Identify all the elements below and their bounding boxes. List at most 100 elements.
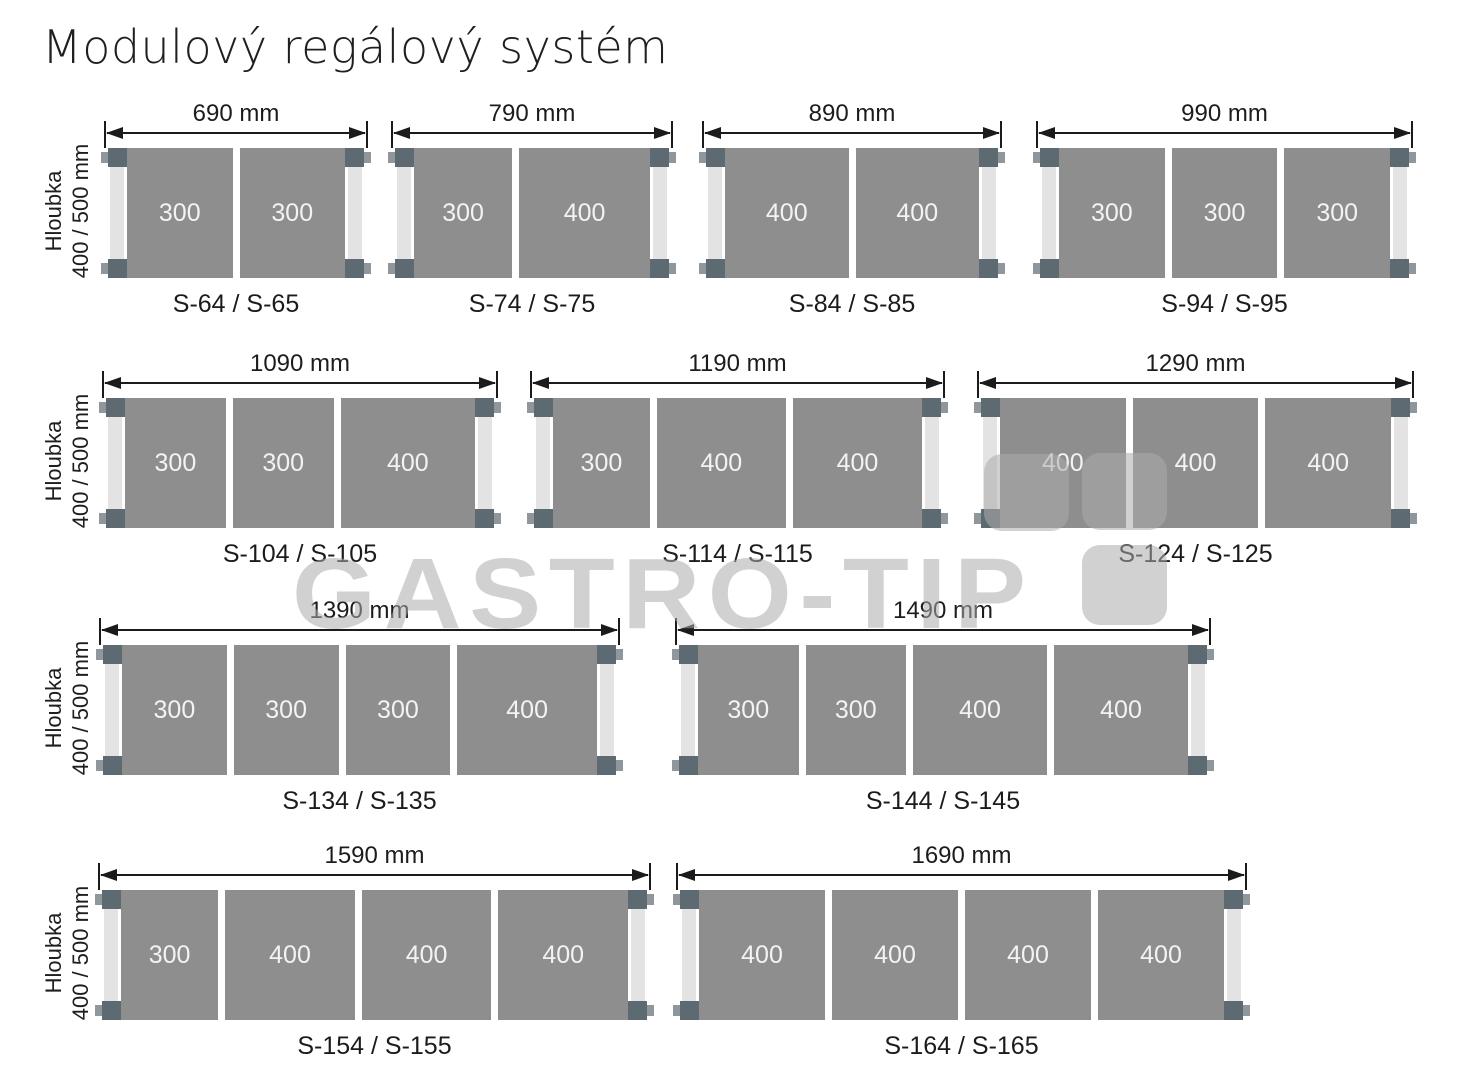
shelf-diagram: 690 mm 300 300 S-64 / S-65 <box>101 100 371 330</box>
corner-bracket-bottom-left <box>99 509 125 528</box>
module-cell: 400 <box>913 645 1047 775</box>
module-width-label: 300 <box>1090 198 1133 227</box>
module-width-label: 300 <box>271 198 314 227</box>
shelf-top-view: 300 300 400 <box>99 398 501 528</box>
width-dimension-label: 1490 mm <box>892 597 994 624</box>
module-width-label: 400 <box>896 198 939 227</box>
module-strip: 300 400 <box>414 148 650 278</box>
module-cell: 400 <box>792 398 922 528</box>
depth-label: Hloubka 400 / 500 mm <box>36 394 98 529</box>
corner-bracket-top-right <box>1188 645 1214 664</box>
width-dimension-label: 1690 mm <box>911 842 1012 869</box>
corner-bracket-top-left <box>974 398 1000 417</box>
corner-bracket-top-right <box>345 148 371 167</box>
corner-bracket-bottom-left <box>527 509 553 528</box>
module-width-label: 400 <box>269 940 311 969</box>
module-cell: 300 <box>239 148 345 278</box>
dimension-tick-right <box>1412 371 1414 398</box>
module-width-label: 300 <box>154 448 197 477</box>
corner-bracket-top-right <box>922 398 948 417</box>
module-width-label: 300 <box>727 695 770 724</box>
corner-bracket-bottom-left <box>388 259 414 278</box>
module-cell: 300 <box>127 148 233 278</box>
module-cell: 300 <box>698 645 799 775</box>
module-cell: 400 <box>519 148 650 278</box>
shelf-top-view: 300 400 400 <box>527 398 948 528</box>
model-code: S-134 / S-135 <box>282 787 437 815</box>
arrowhead-right-icon <box>654 127 671 139</box>
dimension-line <box>533 382 942 384</box>
corner-bracket-bottom-right <box>475 509 501 528</box>
arrowhead-right-icon <box>632 869 649 881</box>
right-post <box>925 398 939 528</box>
module-strip: 300 300 400 <box>125 398 475 528</box>
depth-label-line2: 400 / 500 mm <box>68 885 93 1021</box>
depth-label: Hloubka 400 / 500 mm <box>36 144 98 279</box>
module-width-label: 400 <box>506 695 548 724</box>
corner-bracket-bottom-right <box>628 1001 654 1020</box>
corner-bracket-bottom-right <box>597 756 623 775</box>
dimension-tick-left <box>702 121 704 148</box>
model-code: S-114 / S-115 <box>662 540 813 568</box>
module-width-label: 400 <box>542 940 585 969</box>
depth-label-text: Hloubka 400 / 500 mm <box>40 394 94 529</box>
module-cell: 400 <box>699 890 825 1020</box>
module-cell: 400 <box>1098 890 1224 1020</box>
width-dimension-label: 1390 mm <box>309 597 410 624</box>
corner-bracket-top-right <box>628 890 654 909</box>
right-post <box>1191 645 1205 775</box>
module-cell: 300 <box>125 398 226 528</box>
dimension-tick-left <box>102 371 104 398</box>
module-strip: 300 300 300 400 <box>122 645 597 775</box>
corner-bracket-bottom-left <box>101 259 127 278</box>
shelf-diagram: 1590 mm 300 400 400 400 S-154 / S-155 <box>95 842 654 1072</box>
module-cell: 400 <box>225 890 355 1020</box>
depth-label-text: Hloubka 400 / 500 mm <box>40 144 94 279</box>
shelf-top-view: 300 300 300 400 <box>96 645 623 775</box>
module-width-label: 400 <box>1140 940 1182 969</box>
model-code: S-164 / S-165 <box>884 1032 1039 1060</box>
corner-bracket-bottom-left <box>974 509 1000 528</box>
diagram-row: Hloubka 400 / 500 mm 1590 mm 300 400 400 40… <box>0 842 1467 1072</box>
depth-label-line1: Hloubka <box>41 420 66 502</box>
dimension-tick-left <box>675 618 677 645</box>
dimension-tick-left <box>676 863 678 890</box>
dimension-line <box>101 874 648 876</box>
module-width-label: 300 <box>442 198 484 227</box>
corner-bracket-top-right <box>1391 398 1417 417</box>
module-strip: 300 400 400 400 <box>121 890 628 1020</box>
corner-bracket-top-left <box>96 645 122 664</box>
right-post <box>1393 148 1407 278</box>
module-width-label: 300 <box>580 448 623 477</box>
dimension-line <box>678 629 1208 631</box>
arrowhead-right-icon <box>926 377 943 389</box>
module-width-label: 400 <box>700 448 743 477</box>
dimension-tick-right <box>943 371 945 398</box>
width-dimension-label: 1590 mm <box>324 842 425 869</box>
depth-label-line2: 400 / 500 mm <box>68 143 93 279</box>
shelf-diagram: 1490 mm 300 300 400 400 S-144 / S-145 <box>672 597 1214 827</box>
width-dimension-arrow <box>391 121 673 148</box>
dimension-tick-left <box>99 618 101 645</box>
module-cell: 300 <box>553 398 650 528</box>
corner-bracket-top-left <box>99 398 125 417</box>
shelf-top-view: 400 400 400 <box>974 398 1417 528</box>
dimension-line <box>679 874 1244 876</box>
right-post <box>478 398 492 528</box>
width-dimension-label: 990 mm <box>1181 100 1268 127</box>
module-width-label: 400 <box>1307 448 1350 477</box>
width-dimension-label: 890 mm <box>808 100 896 127</box>
dimension-tick-right <box>1209 618 1211 645</box>
module-cell: 400 <box>498 890 628 1020</box>
module-cell: 400 <box>965 890 1091 1020</box>
arrowhead-right-icon <box>1395 377 1412 389</box>
model-code: S-64 / S-65 <box>172 290 300 318</box>
module-width-label: 300 <box>262 448 305 477</box>
model-code: S-84 / S-85 <box>788 290 916 318</box>
module-strip: 300 400 400 <box>553 398 922 528</box>
depth-label-line1: Hloubka <box>41 170 66 252</box>
width-dimension-arrow <box>99 618 620 645</box>
corner-bracket-bottom-right <box>979 259 1005 278</box>
module-width-label: 400 <box>1041 448 1084 477</box>
